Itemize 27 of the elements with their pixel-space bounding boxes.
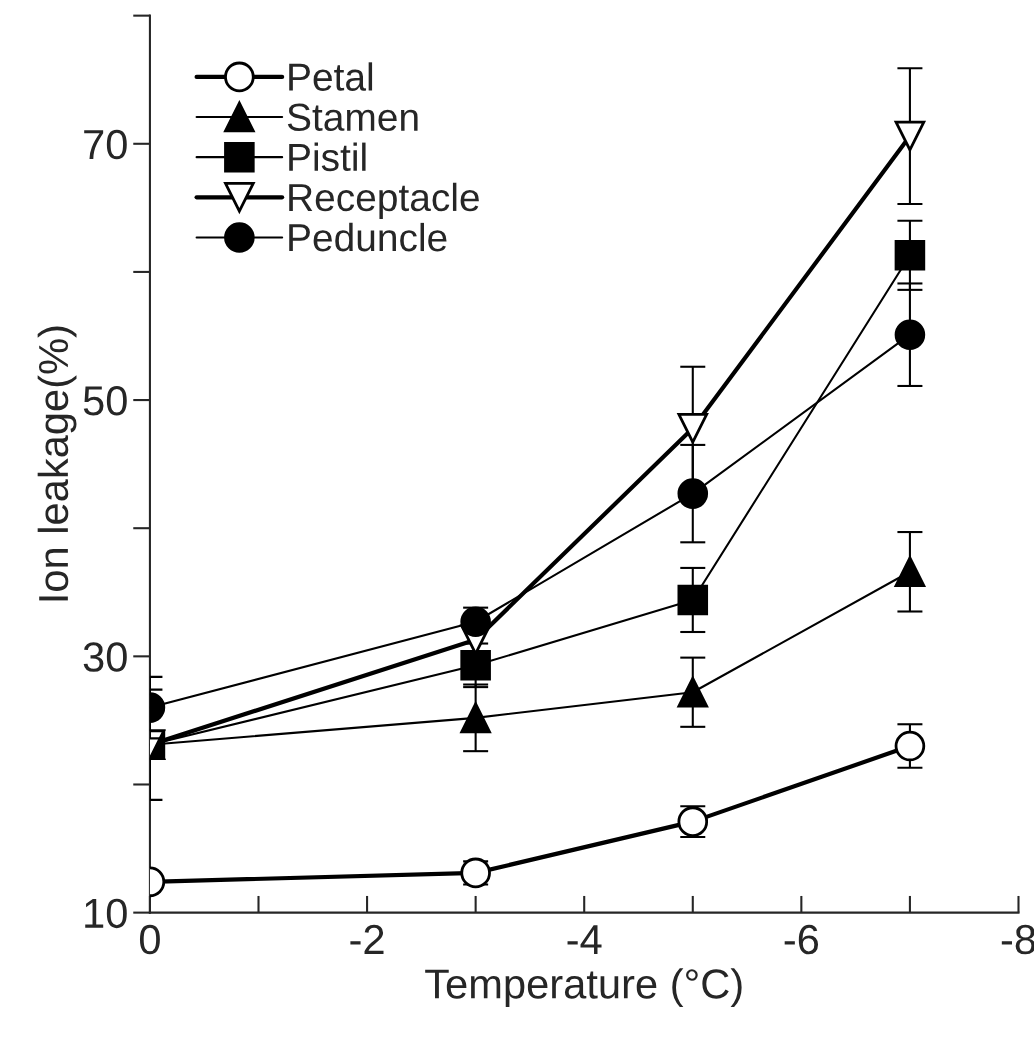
legend-label: Pistil [289,142,366,172]
legend-label: Petal [289,62,373,91]
point [460,702,491,734]
point [677,584,709,616]
point [677,478,709,509]
y-axis-title: Ion leakage(%) [37,326,77,601]
point [894,556,926,588]
point [894,120,926,152]
y-tick-label: 70 [84,129,127,160]
legend-label: Receptacle [289,182,479,219]
point [677,412,709,444]
y-tick-label: 30 [83,642,127,672]
x-tick-label: -2 [350,924,384,954]
point [460,606,491,638]
point [460,650,491,681]
x-tick-label: -4 [567,925,602,954]
legend-label: Peduncle [289,222,447,252]
x-tick-label: -6 [784,924,819,955]
y-tick-label: 50 [83,386,127,416]
point [894,730,926,762]
point [677,676,709,708]
x-axis-title: Temperature (°C) [425,968,742,1007]
y-tick-label: 10 [85,898,127,929]
x-tick-label: 0 [139,924,160,955]
point [894,239,926,271]
legend-label: Stamen [287,103,418,132]
point [894,319,926,350]
